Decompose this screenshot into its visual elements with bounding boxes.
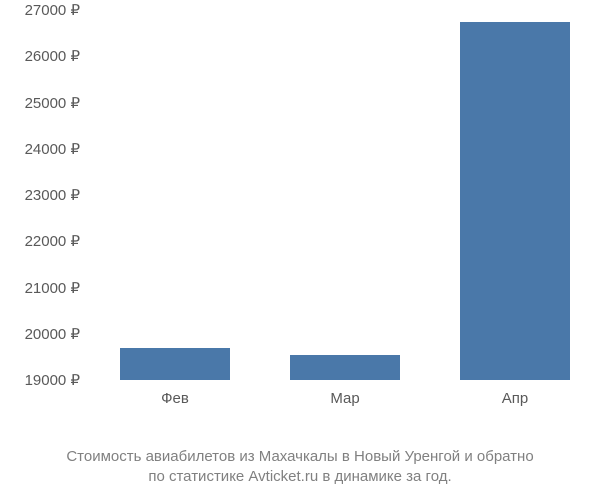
y-tick-label: 25000 ₽ [0,94,80,112]
x-tick-label: Мар [330,390,359,407]
y-tick-label: 19000 ₽ [0,371,80,389]
bar [290,355,401,380]
y-tick-label: 24000 ₽ [0,140,80,158]
y-tick-label: 26000 ₽ [0,47,80,65]
y-tick-label: 21000 ₽ [0,279,80,297]
x-tick-label: Фев [161,390,189,407]
bar [460,22,571,380]
caption-line-1: Стоимость авиабилетов из Махачкалы в Нов… [0,447,600,467]
price-chart: 19000 ₽ 20000 ₽ 21000 ₽ 22000 ₽ 23000 ₽ 24000… [0,0,600,440]
x-tick-label: Апр [502,390,528,407]
bar [120,348,231,380]
y-tick-label: 22000 ₽ [0,232,80,250]
y-tick-label: 23000 ₽ [0,186,80,204]
caption-line-2: по статистике Avticket.ru в динамике за … [0,467,600,487]
plot-area [90,10,600,380]
y-tick-label: 20000 ₽ [0,325,80,343]
y-tick-label: 27000 ₽ [0,1,80,19]
